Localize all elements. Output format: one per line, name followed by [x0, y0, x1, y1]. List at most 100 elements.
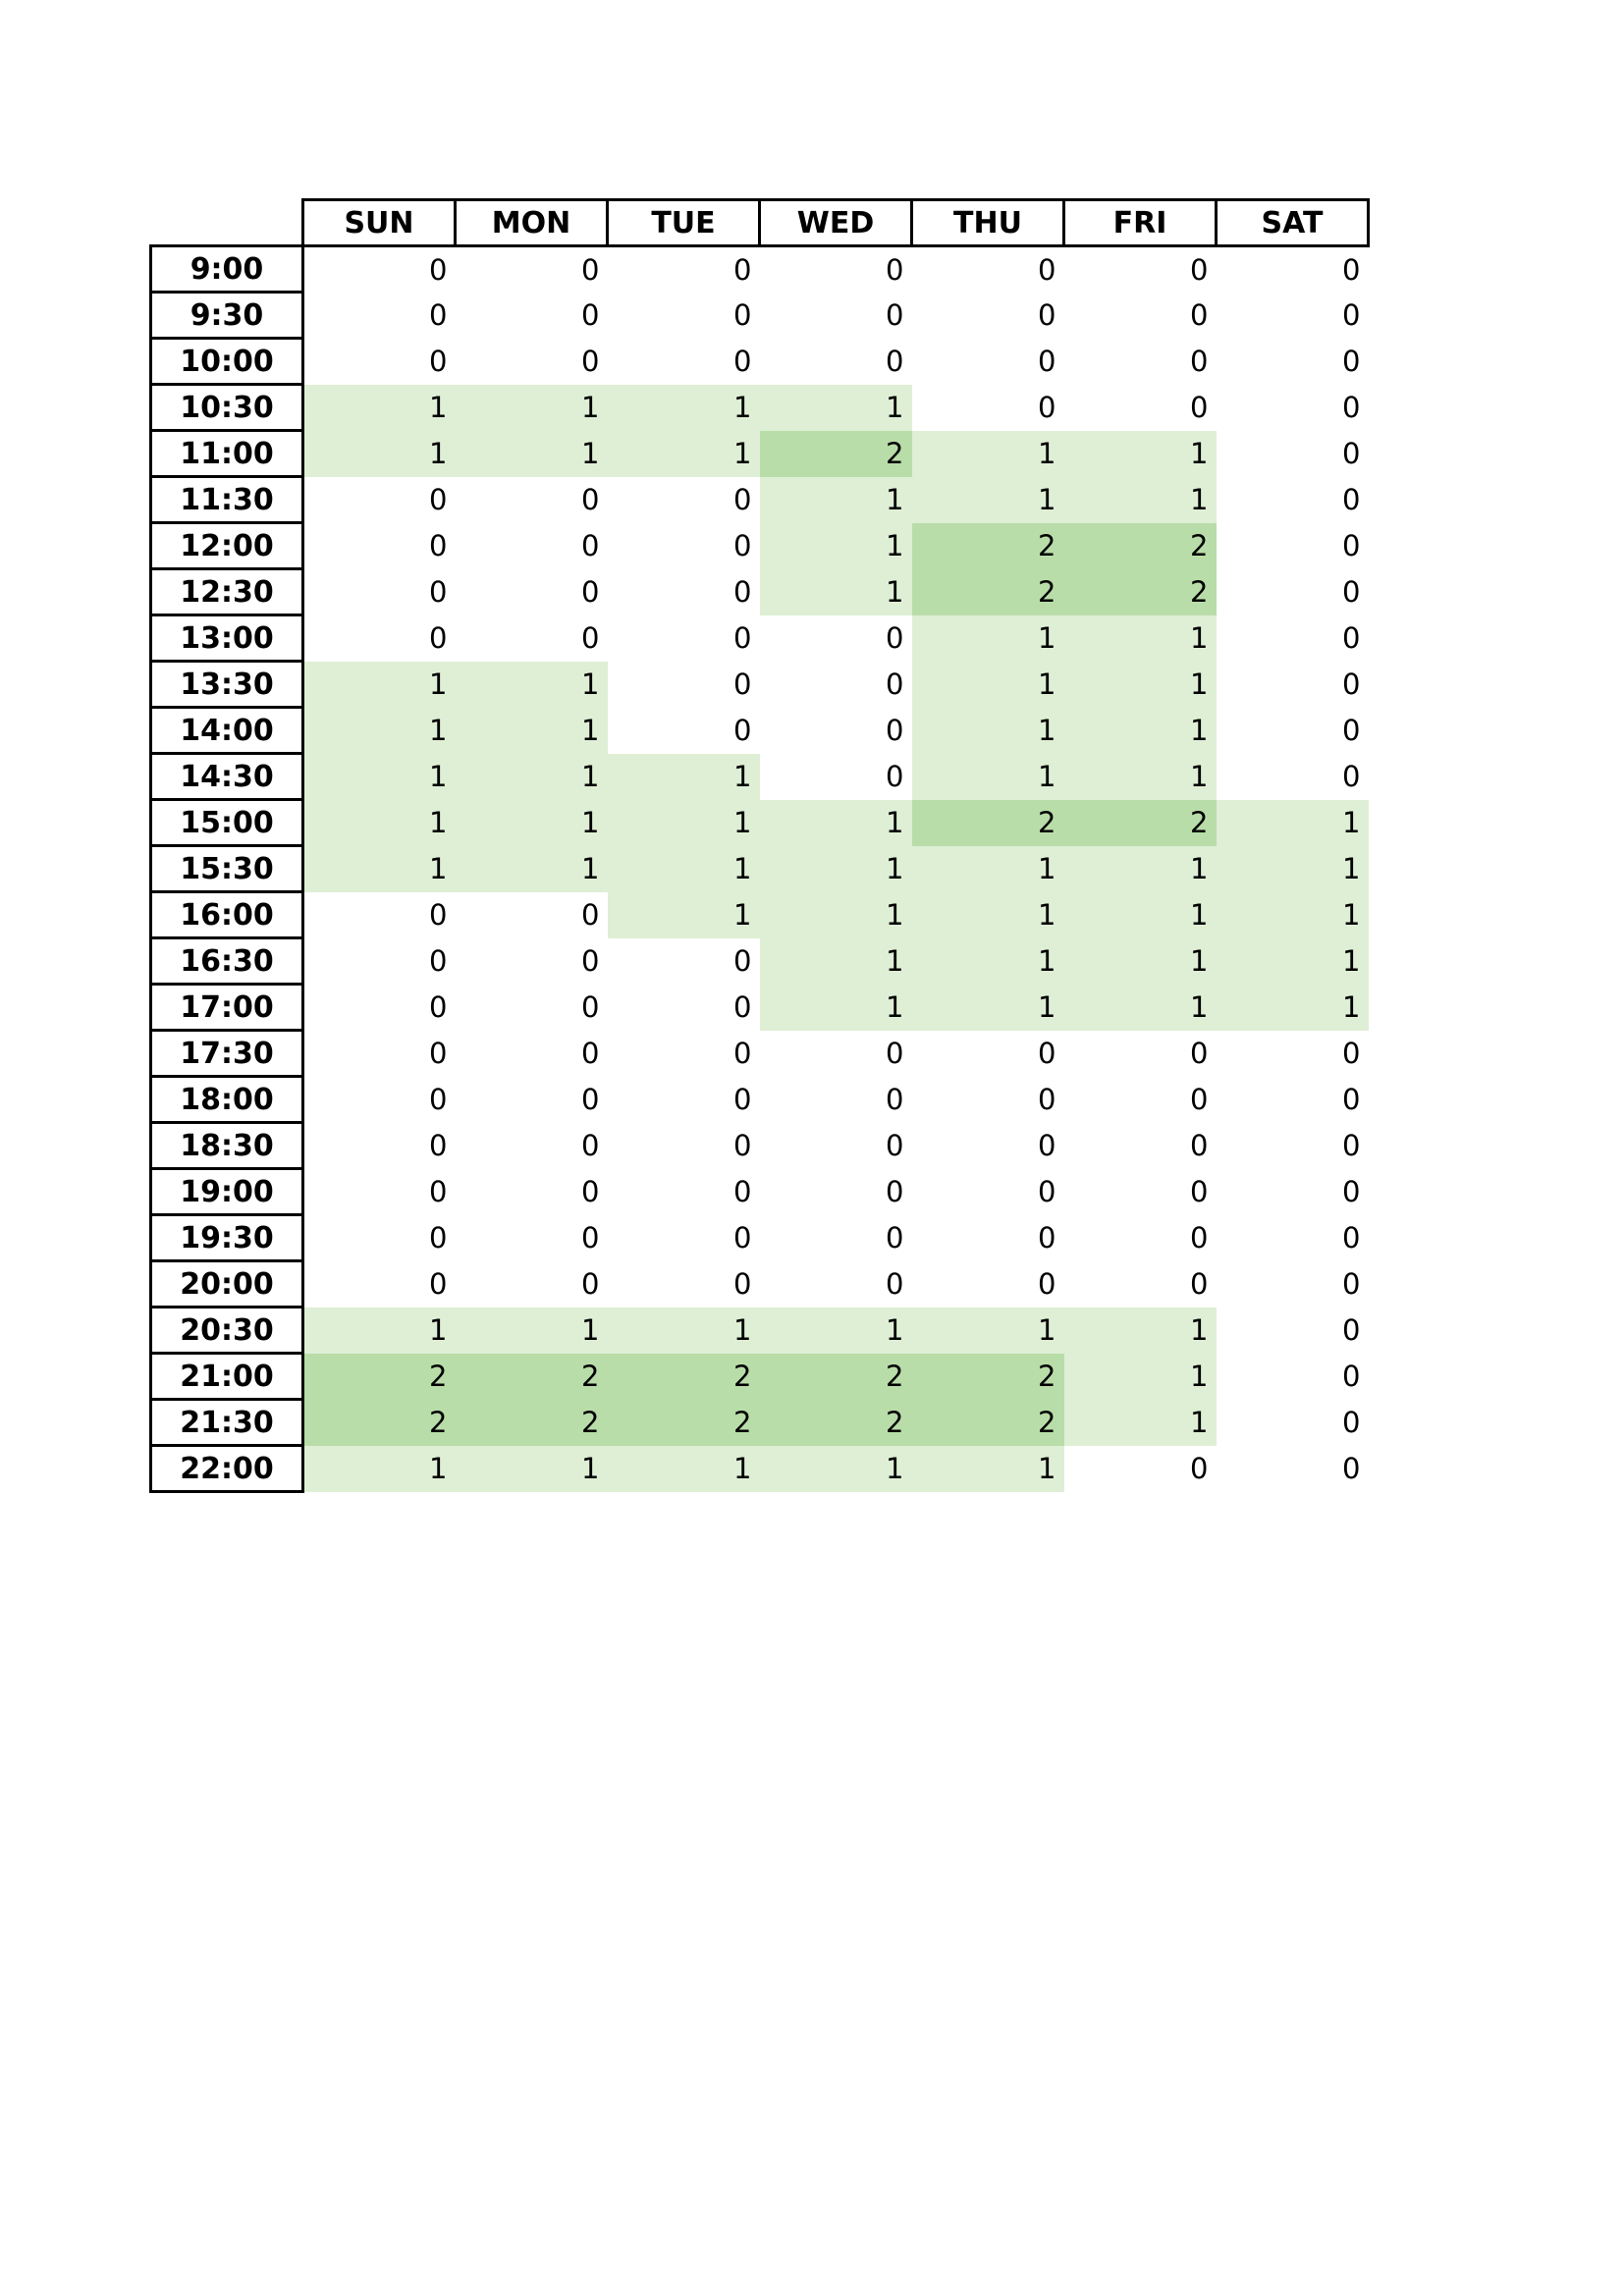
value-cell-thu: 1	[911, 937, 1064, 985]
value-cell-thu: 1	[911, 661, 1064, 708]
value-cell-thu: 2	[911, 799, 1064, 846]
value-cell-thu: 2	[911, 568, 1064, 615]
day-header-mon: MON	[454, 198, 609, 247]
value-cell-tue: 0	[607, 1076, 760, 1123]
value-cell-sun: 1	[302, 661, 456, 708]
value-cell-wed: 0	[759, 338, 912, 385]
day-header-fri: FRI	[1062, 198, 1218, 247]
value-cell-thu: 2	[911, 522, 1064, 569]
value-cell-wed: 0	[759, 614, 912, 662]
value-cell-mon: 0	[455, 1260, 608, 1308]
value-cell-thu: 1	[911, 476, 1064, 523]
value-cell-wed: 0	[759, 1122, 912, 1169]
value-cell-fri: 1	[1063, 937, 1217, 985]
time-label: 10:30	[149, 383, 304, 432]
table-row: 19:30 0 0 0 0 0 0 0	[149, 1213, 1369, 1262]
value-cell-tue: 0	[607, 614, 760, 662]
time-label: 10:00	[149, 337, 304, 386]
value-cell-fri: 0	[1063, 384, 1217, 431]
value-cell-wed: 1	[759, 845, 912, 892]
value-cell-mon: 0	[455, 1076, 608, 1123]
value-cell-sat: 1	[1216, 891, 1369, 938]
value-cell-sun: 0	[302, 338, 456, 385]
value-cell-thu: 1	[911, 1445, 1064, 1492]
value-cell-fri: 1	[1063, 845, 1217, 892]
value-cell-wed: 0	[759, 1214, 912, 1261]
value-cell-mon: 1	[455, 845, 608, 892]
value-cell-sat: 0	[1216, 292, 1369, 339]
time-label: 13:30	[149, 660, 304, 709]
value-cell-fri: 1	[1063, 753, 1217, 800]
value-cell-fri: 1	[1063, 707, 1217, 754]
time-label: 9:30	[149, 291, 304, 340]
value-cell-mon: 1	[455, 661, 608, 708]
value-cell-tue: 1	[607, 430, 760, 477]
table-row: 18:30 0 0 0 0 0 0 0	[149, 1121, 1369, 1170]
value-cell-sun: 0	[302, 522, 456, 569]
value-cell-sat: 0	[1216, 1353, 1369, 1400]
value-cell-mon: 0	[455, 522, 608, 569]
day-header-wed: WED	[758, 198, 913, 247]
value-cell-sun: 0	[302, 1168, 456, 1215]
value-cell-wed: 1	[759, 1445, 912, 1492]
value-cell-tue: 2	[607, 1353, 760, 1400]
table-row: 14:00 1 1 0 0 1 1 0	[149, 706, 1369, 755]
table-row: 19:00 0 0 0 0 0 0 0	[149, 1167, 1369, 1216]
value-cell-fri: 0	[1063, 1030, 1217, 1077]
value-cell-sat: 0	[1216, 245, 1369, 293]
value-cell-mon: 1	[455, 707, 608, 754]
value-cell-sun: 0	[302, 476, 456, 523]
value-cell-mon: 0	[455, 338, 608, 385]
value-cell-tue: 0	[607, 661, 760, 708]
time-label: 11:00	[149, 429, 304, 478]
value-cell-fri: 0	[1063, 1260, 1217, 1308]
table-row: 11:00 1 1 1 2 1 1 0	[149, 429, 1369, 478]
value-cell-fri: 2	[1063, 568, 1217, 615]
table-row: 13:30 1 1 0 0 1 1 0	[149, 660, 1369, 709]
value-cell-sun: 1	[302, 753, 456, 800]
value-cell-tue: 0	[607, 245, 760, 293]
value-cell-thu: 0	[911, 1214, 1064, 1261]
value-cell-sat: 1	[1216, 984, 1369, 1031]
value-cell-wed: 2	[759, 430, 912, 477]
value-cell-sun: 0	[302, 937, 456, 985]
value-cell-thu: 1	[911, 707, 1064, 754]
value-cell-sun: 1	[302, 1445, 456, 1492]
value-cell-sat: 0	[1216, 1445, 1369, 1492]
value-cell-mon: 0	[455, 984, 608, 1031]
value-cell-sat: 0	[1216, 1399, 1369, 1446]
value-cell-tue: 0	[607, 338, 760, 385]
value-cell-wed: 1	[759, 568, 912, 615]
value-cell-fri: 0	[1063, 1214, 1217, 1261]
table-row: 9:30 0 0 0 0 0 0 0	[149, 291, 1369, 340]
value-cell-sat: 0	[1216, 338, 1369, 385]
value-cell-sun: 1	[302, 799, 456, 846]
value-cell-sat: 1	[1216, 799, 1369, 846]
value-cell-sun: 0	[302, 891, 456, 938]
day-header-sun: SUN	[301, 198, 457, 247]
time-label: 21:00	[149, 1352, 304, 1401]
value-cell-wed: 0	[759, 1168, 912, 1215]
value-cell-tue: 0	[607, 1260, 760, 1308]
value-cell-sat: 0	[1216, 1030, 1369, 1077]
table-row: 12:00 0 0 0 1 2 2 0	[149, 521, 1369, 570]
value-cell-thu: 1	[911, 984, 1064, 1031]
value-cell-tue: 0	[607, 292, 760, 339]
value-cell-thu: 1	[911, 845, 1064, 892]
value-cell-wed: 1	[759, 476, 912, 523]
value-cell-fri: 1	[1063, 1399, 1217, 1446]
value-cell-tue: 1	[607, 753, 760, 800]
value-cell-mon: 0	[455, 1214, 608, 1261]
value-cell-fri: 0	[1063, 1076, 1217, 1123]
value-cell-sat: 0	[1216, 430, 1369, 477]
table-row: 15:00 1 1 1 1 2 2 1	[149, 798, 1369, 847]
table-body: 9:00 0 0 0 0 0 0 0 9:30 0 0 0 0 0 0 0 10:00 0 0 0 0 0 0 0 10:30 1…	[149, 244, 1369, 1493]
value-cell-sun: 1	[302, 430, 456, 477]
value-cell-sun: 0	[302, 568, 456, 615]
value-cell-thu: 2	[911, 1399, 1064, 1446]
table-row: 11:30 0 0 0 1 1 1 0	[149, 475, 1369, 524]
value-cell-thu: 0	[911, 1030, 1064, 1077]
time-label: 18:30	[149, 1121, 304, 1170]
table-row: 17:30 0 0 0 0 0 0 0	[149, 1029, 1369, 1078]
value-cell-sun: 2	[302, 1399, 456, 1446]
